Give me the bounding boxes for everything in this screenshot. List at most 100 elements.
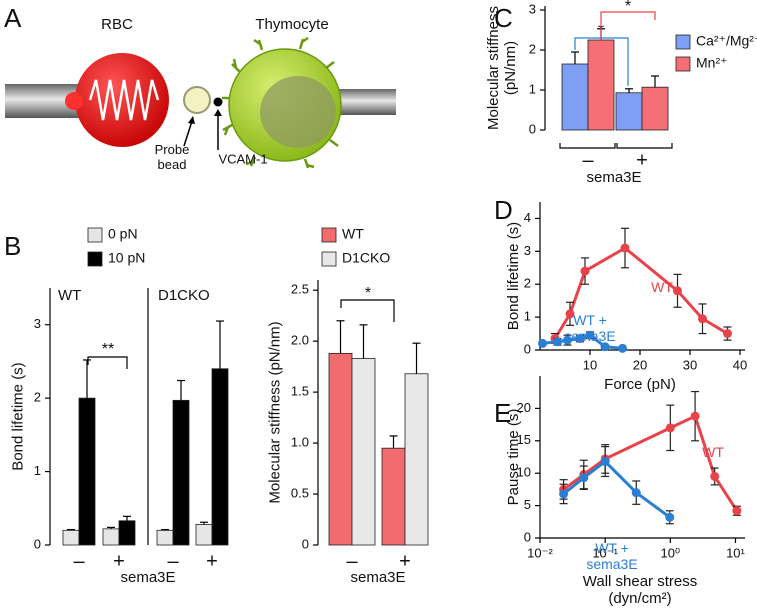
significance-bracket (340, 299, 395, 322)
y-axis-label: Pause time (s) (505, 408, 523, 506)
series-label: WT + sema3E (586, 539, 638, 572)
y-axis-label: Molecular stiffness (pN/nm) (484, 6, 519, 130)
point (559, 489, 569, 499)
legend-swatch (675, 34, 691, 50)
y-tick-label: 1.5 (291, 384, 309, 399)
spring (88, 79, 160, 121)
group-title: WT (58, 287, 81, 304)
y-tick-label: 1 (529, 81, 536, 96)
x-tick-label: – (582, 149, 594, 171)
y-tick-label: 1 (34, 463, 41, 478)
point (579, 473, 589, 483)
point (698, 314, 707, 324)
point (585, 330, 595, 340)
point (690, 411, 700, 421)
y-axis-label-box: Bond lifetime (s) (9, 362, 26, 470)
vcam-label: VCAM-1 (218, 151, 267, 166)
x-axis-label: sema3E (350, 569, 405, 586)
x-tick-label: 10 (583, 357, 597, 372)
legend-label: 0 pN (108, 226, 138, 242)
point (665, 512, 675, 522)
significance-bracket (87, 356, 128, 369)
bar (561, 63, 589, 131)
x-tick-label: 10⁻¹ (592, 545, 618, 560)
series-label-box: WT (651, 278, 673, 295)
x-tick-label: 10⁰ (660, 545, 680, 560)
y-tick-label: 1 (524, 309, 531, 324)
y-tick-label: 2 (34, 390, 41, 405)
y-tick-label: 1.0 (291, 435, 309, 450)
x-tick-label: + (399, 550, 411, 572)
significance-label: ** (102, 341, 114, 358)
point (723, 329, 732, 339)
series-label-box: WT + sema3E (586, 539, 638, 572)
y-axis-label: Bond lifetime (s) (505, 221, 523, 331)
y-axis-label-box: Pause time (s) (505, 408, 523, 506)
group-title: D1CKO (158, 287, 210, 304)
x-tick-label: 10⁻² (527, 545, 553, 560)
legend-swatch (87, 227, 103, 243)
x-axis-label: sema3E (586, 169, 641, 186)
y-tick-label: 3 (524, 243, 531, 258)
legend-label: 10 pN (108, 250, 145, 266)
bar (62, 529, 80, 546)
vcam-dot (213, 97, 223, 107)
x-axis-label-box: Wall shear stress (dyn/cm²) (582, 572, 698, 607)
bar (156, 529, 174, 546)
point (673, 286, 682, 296)
point (620, 243, 630, 253)
x-tick-label: – (167, 550, 179, 572)
y-tick-label: 2 (524, 276, 531, 291)
y-tick-label: 4 (524, 210, 531, 225)
series-label: WT (651, 278, 673, 295)
y-tick-label: 0 (524, 341, 531, 356)
point (538, 338, 547, 348)
point (553, 337, 562, 347)
significance-label: * (625, 0, 631, 15)
rbc (75, 53, 169, 147)
legend-label: Mn²⁺ (696, 55, 728, 71)
y-tick-label: 2 (529, 41, 536, 56)
bar (587, 39, 615, 131)
rbc-bulge (65, 92, 83, 110)
bar (615, 92, 643, 131)
point (665, 423, 675, 433)
y-axis-label-box: Bond lifetime (s) (505, 221, 523, 331)
point (600, 342, 610, 352)
significance-label: * (365, 285, 371, 302)
y-tick-label: 3 (34, 316, 41, 331)
category-bracket (559, 143, 616, 149)
bar (78, 397, 96, 546)
x-tick-label: – (73, 550, 85, 572)
bar (404, 373, 429, 546)
x-axis-label-box: Force (pN) (604, 376, 676, 394)
bar (351, 358, 376, 546)
bar (118, 520, 136, 546)
legend-label: Ca²⁺/Mg²⁺ (696, 33, 757, 49)
legend-swatch (321, 227, 337, 243)
point (580, 266, 590, 276)
y-tick-label: 5 (524, 497, 531, 512)
legend-label: D1CKO (342, 250, 390, 266)
y-axis-label-box: Molecular stiffness (pN/nm) (266, 321, 284, 504)
panel-label: C (494, 3, 513, 33)
x-tick-label: + (113, 550, 125, 572)
category-bracket (616, 143, 673, 149)
x-axis-label: Wall shear stress (dyn/cm²) (582, 572, 698, 607)
x-axis-label: Force (pN) (604, 376, 676, 394)
legend-label: WT (342, 226, 364, 242)
point (575, 333, 585, 343)
point (600, 457, 610, 467)
y-tick-label: 3 (529, 1, 536, 16)
x-tick-label: + (206, 550, 218, 572)
panel-label: A (4, 3, 22, 33)
rbc-label: RBC (101, 16, 133, 33)
y-tick-label: 0 (34, 536, 41, 551)
bar (641, 86, 669, 131)
y-axis-label: Molecular stiffness (pN/nm) (266, 321, 284, 504)
line (562, 459, 671, 519)
y-tick-label: 0 (529, 121, 536, 136)
point (563, 335, 572, 345)
